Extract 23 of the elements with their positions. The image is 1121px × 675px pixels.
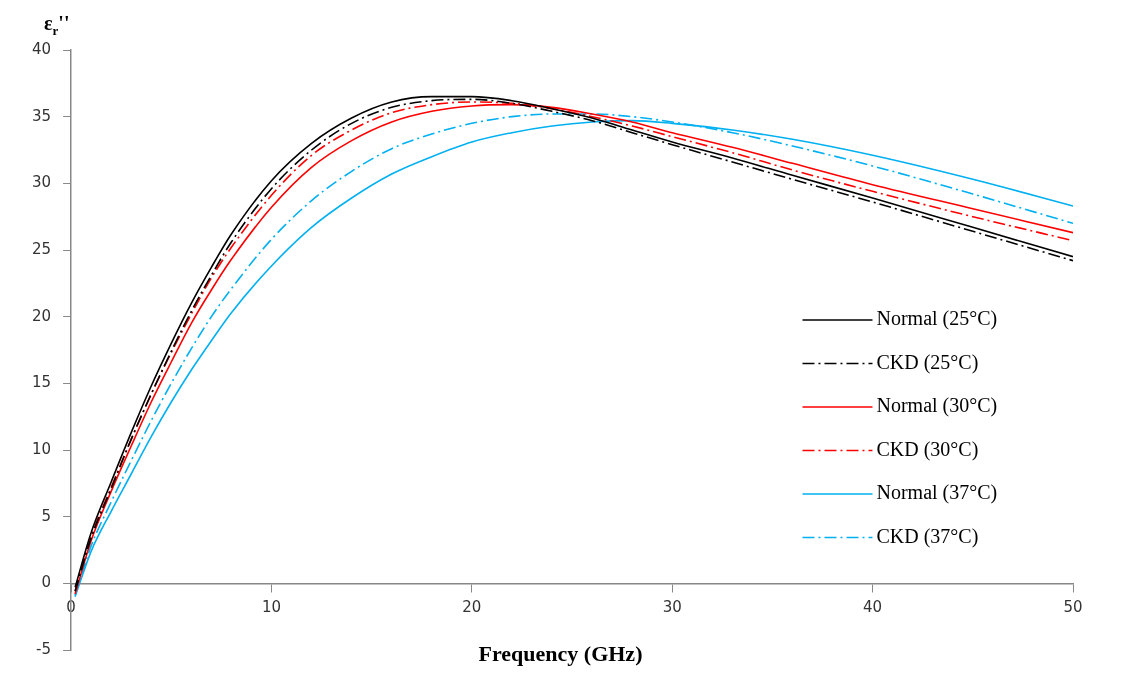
y-tick-label: 35: [31, 106, 52, 125]
y-tick-label: 25: [31, 239, 52, 258]
y-tick-label: 15: [31, 373, 52, 392]
legend-label: CKD (25°C): [876, 350, 979, 374]
x-tick-label: 50: [1063, 598, 1083, 617]
y-tick-label: 40: [31, 39, 52, 58]
y-tick-label: 30: [31, 173, 52, 192]
x-axis-title: Frequency (GHz): [477, 641, 644, 667]
legend-label: CKD (37°C): [876, 524, 979, 548]
legend-label: CKD (30°C): [876, 437, 979, 461]
y-tick-label: 10: [31, 439, 52, 458]
y-axis-title: ε$_{r}$'': [44, 12, 70, 39]
legend-label: Normal (25°C): [876, 307, 998, 331]
y-tick-label: 20: [31, 306, 52, 325]
y-tick-label: 0: [41, 573, 52, 592]
x-tick-label: 40: [863, 598, 883, 617]
y-tick-label: 5: [41, 506, 52, 525]
y-tick-label: -5: [36, 639, 52, 658]
legend-label: Normal (37°C): [876, 481, 998, 505]
x-tick-label: 30: [662, 598, 682, 617]
x-tick-label: 20: [462, 598, 482, 617]
x-tick-label: 10: [261, 598, 282, 617]
legend-label: Normal (30°C): [876, 394, 998, 418]
